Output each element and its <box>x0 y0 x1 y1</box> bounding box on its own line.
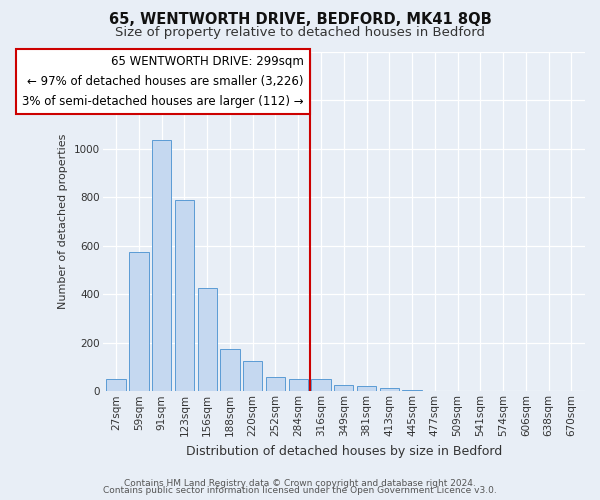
X-axis label: Distribution of detached houses by size in Bedford: Distribution of detached houses by size … <box>185 444 502 458</box>
Bar <box>289 379 308 392</box>
Bar <box>197 288 217 392</box>
Y-axis label: Number of detached properties: Number of detached properties <box>58 134 68 309</box>
Text: 65 WENTWORTH DRIVE: 299sqm
← 97% of detached houses are smaller (3,226)
3% of se: 65 WENTWORTH DRIVE: 299sqm ← 97% of deta… <box>22 55 304 108</box>
Bar <box>220 349 239 392</box>
Bar <box>357 386 376 392</box>
Bar <box>129 252 149 392</box>
Bar <box>380 388 399 392</box>
Text: Size of property relative to detached houses in Bedford: Size of property relative to detached ho… <box>115 26 485 39</box>
Bar <box>106 379 126 392</box>
Bar <box>425 390 445 392</box>
Text: Contains public sector information licensed under the Open Government Licence v3: Contains public sector information licen… <box>103 486 497 495</box>
Bar <box>403 390 422 392</box>
Text: Contains HM Land Registry data © Crown copyright and database right 2024.: Contains HM Land Registry data © Crown c… <box>124 478 476 488</box>
Bar <box>243 361 262 392</box>
Bar <box>334 385 353 392</box>
Bar <box>311 379 331 392</box>
Bar <box>266 376 285 392</box>
Bar <box>175 200 194 392</box>
Bar <box>152 140 172 392</box>
Text: 65, WENTWORTH DRIVE, BEDFORD, MK41 8QB: 65, WENTWORTH DRIVE, BEDFORD, MK41 8QB <box>109 12 491 28</box>
